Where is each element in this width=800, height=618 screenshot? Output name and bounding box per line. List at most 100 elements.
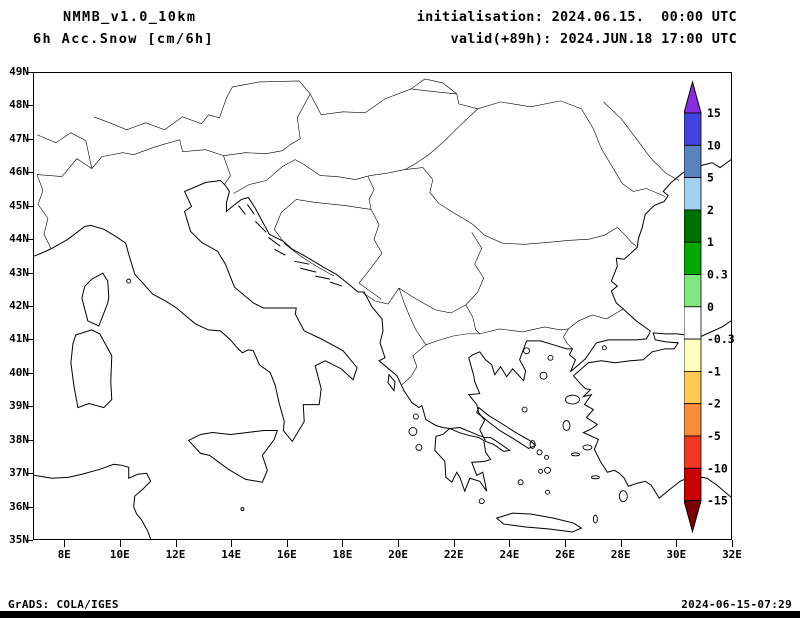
colorbar-segment (684, 403, 702, 437)
islands-aegean-ionian (126, 278, 628, 524)
island-crete (495, 512, 583, 533)
y-axis-tick (26, 439, 33, 441)
y-axis-label: 42N (9, 299, 29, 312)
colorbar-segment (684, 370, 702, 405)
x-axis-label: 24E (499, 548, 520, 561)
x-axis-label: 12E (165, 548, 186, 561)
colorbar-segment (684, 144, 702, 179)
y-axis-label: 47N (9, 131, 29, 145)
x-axis-label: 16E (276, 548, 297, 561)
y-axis-label: 49N (9, 65, 29, 78)
y-axis-label: 35N (9, 533, 29, 546)
island-corfu (387, 373, 396, 392)
colorbar-label: -2 (707, 397, 721, 411)
y-axis-tick (26, 72, 33, 73)
y-axis-label: 36N (9, 499, 29, 513)
coastline-turkey-aegean-mediterranean (573, 375, 731, 499)
y-axis-label: 38N (9, 432, 29, 446)
colorbar-arrow-top (684, 80, 702, 114)
x-axis-tick (565, 540, 567, 547)
y-axis-tick (26, 540, 33, 541)
x-axis-tick (509, 540, 511, 547)
y-axis-tick (26, 339, 33, 341)
y-axis-tick (26, 473, 33, 475)
x-axis-tick (231, 540, 233, 547)
x-axis-tick (398, 540, 400, 547)
x-axis-label: 26E (555, 548, 575, 561)
colorbar-label: 10 (707, 138, 721, 152)
y-axis-label: 43N (9, 265, 29, 279)
y-axis-label: 41N (9, 332, 29, 346)
x-axis-label: 14E (221, 548, 242, 561)
x-axis-label: 28E (610, 548, 631, 561)
y-axis-tick (26, 205, 33, 207)
y-axis-label: 45N (9, 198, 29, 212)
x-axis-tick (286, 540, 288, 547)
y-axis-tick (26, 272, 33, 274)
colorbar-segment (684, 467, 702, 501)
colorbar-segment (684, 274, 702, 308)
coastline-north-africa (34, 463, 152, 539)
y-axis-tick (26, 105, 33, 107)
colorbar-label: 0 (707, 300, 714, 314)
island-sardinia (70, 329, 113, 409)
y-axis-tick (26, 506, 33, 508)
y-axis-tick (26, 306, 33, 307)
colorbar-label: -15 (707, 494, 728, 508)
island-euboea (476, 406, 537, 449)
initialisation-label: initialisation: 2024.06.15. 00:00 UTC (416, 9, 737, 25)
x-axis-tick (119, 540, 121, 547)
y-axis-tick (26, 172, 33, 174)
colorbar-label: 1 (707, 235, 714, 249)
y-axis-tick (26, 406, 33, 408)
colorbar-label: -1 (707, 364, 721, 378)
coastline-peloponnese (434, 427, 492, 493)
x-axis-label: 10E (109, 548, 130, 561)
x-axis-label: 22E (443, 548, 464, 561)
island-corsica (81, 272, 110, 327)
grads-credit: GrADS: COLA/IGES (8, 598, 119, 611)
x-axis-label: 18E (332, 548, 353, 561)
colorbar-label: -5 (707, 429, 721, 443)
colorbar-segment (684, 338, 702, 372)
bottom-black-strip (0, 611, 800, 618)
y-axis-label: 37N (9, 466, 29, 480)
y-axis-label: 39N (9, 399, 29, 413)
country-borders (36, 78, 680, 385)
y-axis-label: 46N (9, 165, 29, 179)
map-frame (33, 72, 732, 540)
product-title: 6h Acc.Snow [cm/6h] (33, 31, 215, 47)
x-axis-label: 20E (388, 548, 409, 561)
colorbar-segment (684, 177, 702, 211)
colorbar-label: 15 (707, 106, 721, 120)
colorbar-segment (684, 112, 702, 146)
colorbar-label: -0.3 (707, 332, 735, 346)
y-axis-tick (26, 239, 33, 241)
y-axis-tick (26, 138, 33, 140)
colorbar-label: 2 (707, 203, 714, 217)
x-axis-tick (175, 540, 177, 547)
colorbar-legend: 15 10 5 2 1 0.3 0 -0.3 -1 -2 -5 -10 -15 (684, 80, 735, 534)
colorbar-arrow-bottom (684, 500, 702, 534)
y-axis-tick (26, 372, 33, 374)
colorbar-label: -10 (707, 461, 728, 475)
coastline-europe-italy-balkans (34, 159, 731, 452)
colorbar-segment (684, 435, 702, 469)
x-axis-tick (453, 540, 455, 547)
y-axis-label: 48N (9, 98, 29, 112)
y-axis-label: 40N (9, 365, 29, 379)
x-axis-tick (676, 540, 678, 547)
x-axis-label: 8E (57, 548, 71, 561)
colorbar-segment (684, 241, 702, 275)
colorbar-label: 5 (707, 171, 714, 185)
colorbar-segment (684, 209, 702, 243)
creation-timestamp: 2024-06-15-07:29 (681, 598, 792, 611)
y-axis-label: 44N (9, 232, 29, 246)
colorbar-segment (684, 306, 702, 340)
colorbar-label: 0.3 (707, 268, 728, 282)
island-sicily (187, 429, 278, 483)
x-axis-tick (342, 540, 344, 547)
x-axis-tick (64, 540, 66, 547)
model-title: NMMB_v1.0_10km (63, 9, 197, 25)
